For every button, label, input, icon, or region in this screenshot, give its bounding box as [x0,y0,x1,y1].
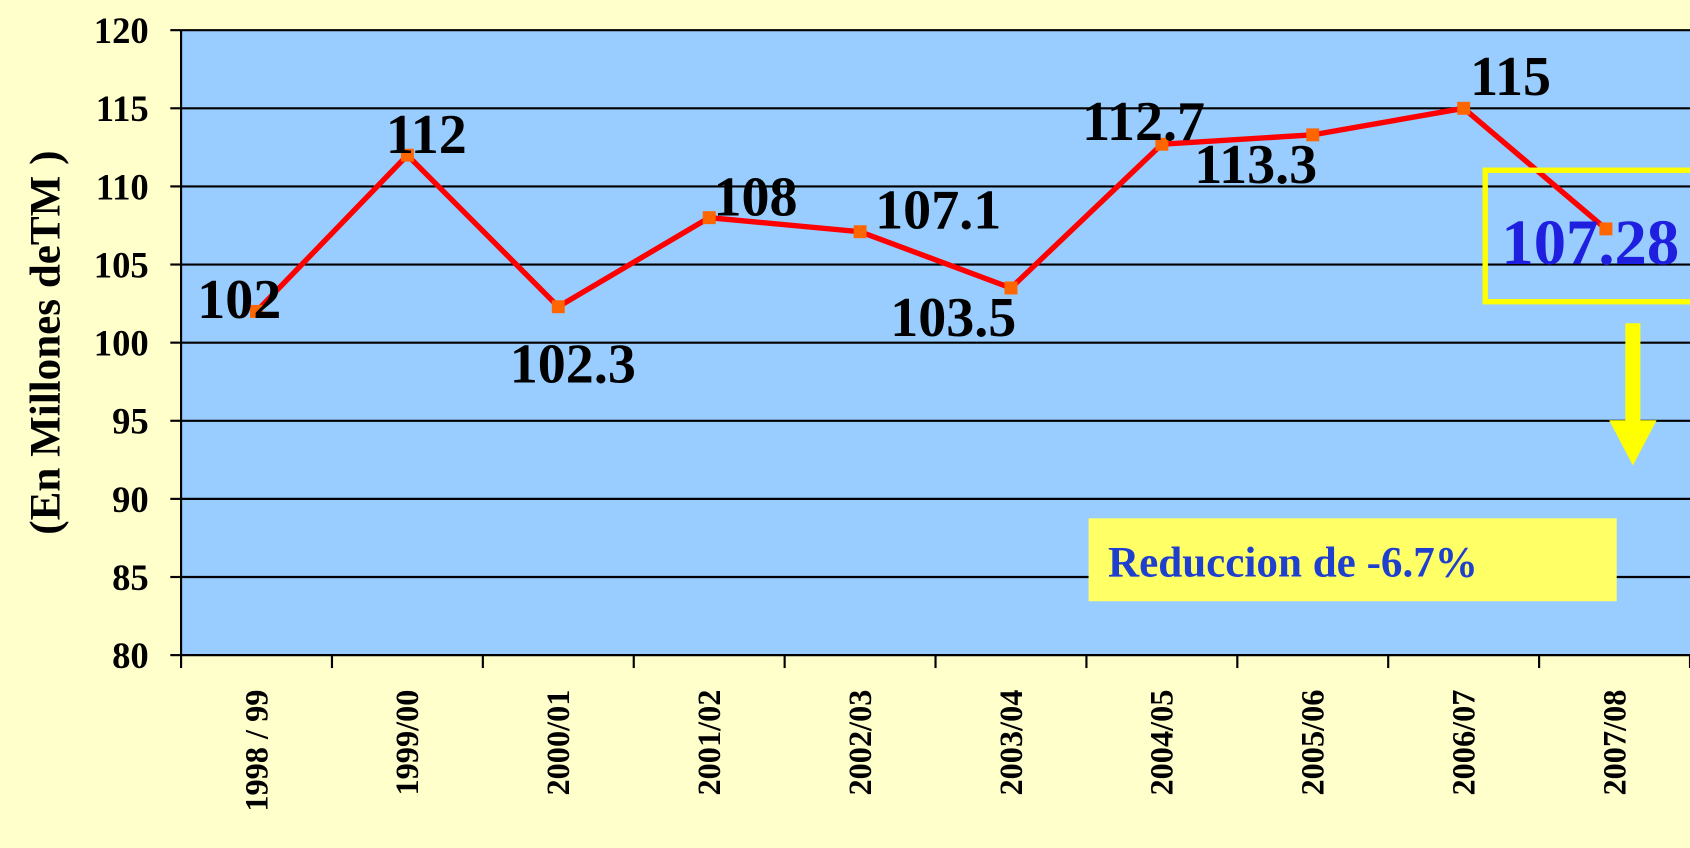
marker [1457,101,1471,115]
annotation: Reduccion de -6.7% [1108,539,1478,586]
marker [1155,137,1169,151]
data-label: 107.28 [1501,206,1679,278]
data-label: 102 [197,269,281,331]
x-tick-label: 2007/08 [1596,690,1632,796]
data-label: 103.5 [890,287,1016,349]
y-tick-label: 95 [112,401,149,442]
y-tick-label: 80 [112,635,149,676]
arrow-head [1609,420,1657,466]
y-axis-label: (En Millones deTM ) [22,151,69,535]
y-tick-label: 100 [94,323,149,364]
x-tick-label: 2002/03 [842,690,878,796]
y-tick-label: 110 [96,166,149,207]
data-label: 108 [714,167,798,229]
marker [400,148,414,162]
marks [250,101,1613,318]
grid [181,29,1690,657]
data-label: 113.3 [1194,134,1317,196]
marker [702,211,716,225]
marker [250,304,263,318]
y-tick-label: 90 [112,479,149,520]
data-label: 112 [386,104,467,166]
marker [1004,281,1018,295]
x-tick-label: 2004/05 [1144,690,1180,796]
x-tick-label: 1999/00 [389,690,425,796]
line [254,105,1608,314]
marker [853,225,867,239]
highlight-box [1482,167,1690,305]
marker [551,300,565,314]
data-label: 115 [1470,46,1551,108]
marker [1306,128,1320,142]
data-label: 102.3 [510,334,636,396]
marker [1599,222,1613,236]
annotation-box [1088,518,1617,602]
x-tick-label: 2006/07 [1445,690,1481,796]
x-tick-label: 2003/04 [993,690,1029,796]
x-tick-label: 1998 / 99 [238,690,274,812]
data-label: 112.7 [1082,91,1205,153]
y-tick-label: 115 [96,88,149,129]
y-tick-label: 105 [94,244,149,285]
y-tick-label: 120 [94,10,149,51]
x-tick-label: 2000/01 [540,690,576,796]
x-tick-label: 2005/06 [1295,690,1331,796]
arrow-stem [1625,323,1641,426]
x-tick-label: 2001/02 [691,690,727,796]
data-label: 107.1 [875,179,1001,241]
y-tick-label: 85 [112,557,149,598]
